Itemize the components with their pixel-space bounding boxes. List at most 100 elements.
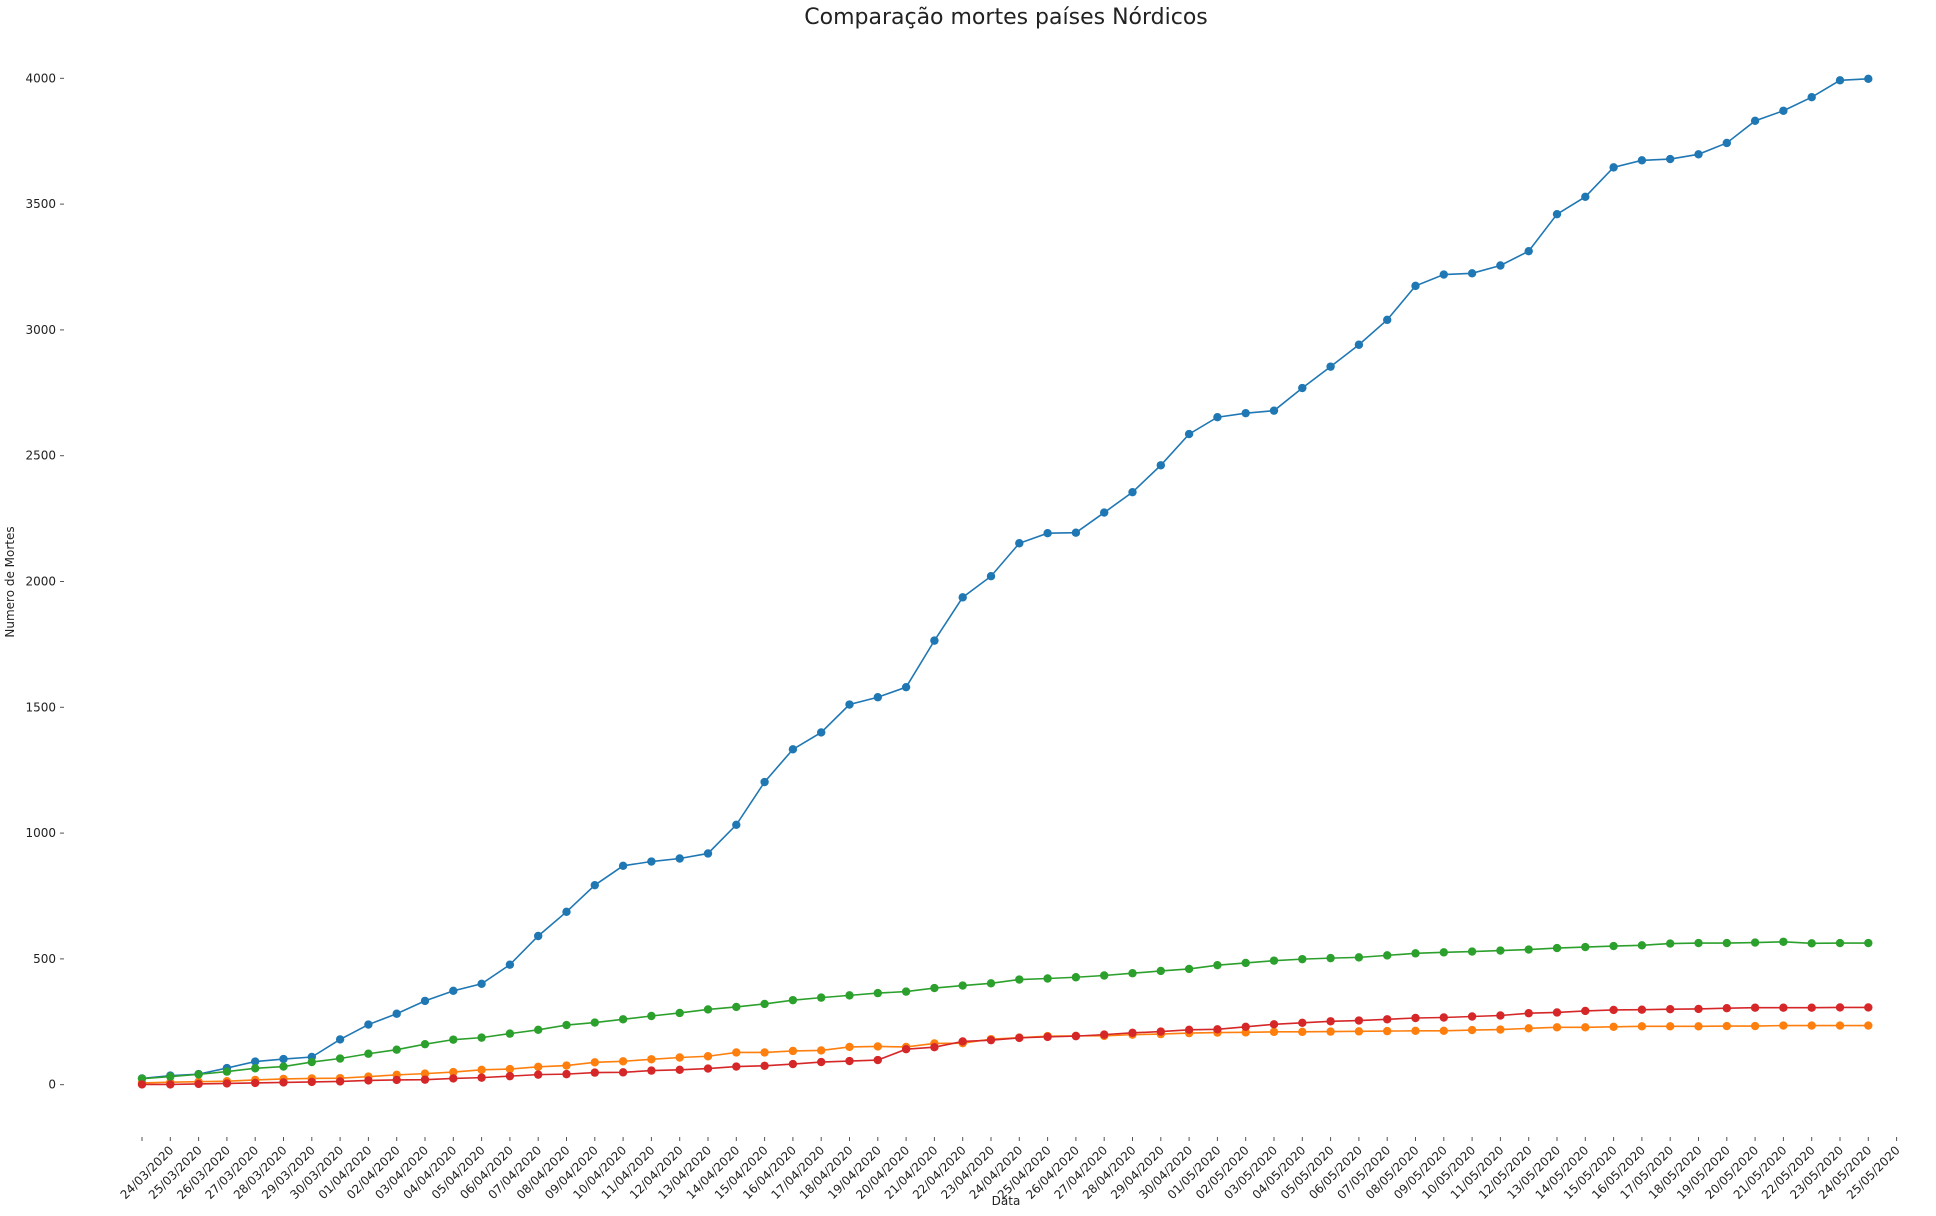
data-point: [534, 931, 543, 941]
data-point: [1439, 1026, 1449, 1036]
data-point: [901, 682, 911, 692]
data-point: [137, 1080, 147, 1089]
data-point: [1383, 1015, 1392, 1024]
data-point: [930, 636, 939, 645]
data-point: [1071, 1031, 1081, 1041]
data-point: [420, 996, 430, 1006]
data-point: [873, 1042, 882, 1051]
data-point: [1496, 946, 1505, 955]
data-point: [420, 1069, 430, 1078]
data-point: [1241, 1022, 1250, 1032]
data-point: [534, 1025, 543, 1035]
data-point: [1156, 1027, 1166, 1036]
data-point: [873, 988, 882, 998]
data-point: [166, 1080, 175, 1089]
data-point: [788, 1046, 798, 1056]
data-point: [534, 1062, 543, 1072]
data-point: [1835, 76, 1845, 85]
y-tick-label: 3500: [25, 197, 56, 211]
data-point: [647, 1011, 656, 1021]
data-point: [1298, 383, 1307, 393]
data-point: [1213, 413, 1222, 422]
data-point: [1609, 941, 1618, 951]
data-point: [1666, 939, 1675, 948]
data-point: [505, 1029, 515, 1038]
y-tick-label: 0: [48, 1078, 56, 1092]
data-point: [1383, 951, 1392, 960]
data-point: [335, 1077, 345, 1086]
data-point: [1015, 539, 1024, 548]
data-point: [1864, 74, 1873, 84]
data-point: [562, 1061, 571, 1070]
data-point: [1354, 340, 1364, 349]
data-point: [251, 1078, 260, 1088]
y-tick-label: 2000: [25, 575, 56, 589]
data-point: [1779, 1003, 1788, 1012]
data-point: [1213, 960, 1222, 970]
data-point: [647, 1055, 656, 1064]
data-point: [1864, 1021, 1873, 1030]
data-point: [1184, 964, 1194, 974]
data-point: [618, 1015, 628, 1024]
y-tick-label: 3000: [25, 323, 56, 337]
data-point: [1496, 1011, 1505, 1020]
data-point: [1637, 941, 1647, 950]
data-point: [1581, 1006, 1590, 1016]
data-point: [590, 1018, 599, 1027]
data-point: [1383, 315, 1392, 325]
data-point: [930, 1042, 939, 1052]
data-point: [732, 1002, 741, 1012]
data-point: [477, 1065, 486, 1075]
data-point: [335, 1054, 345, 1063]
data-point: [1637, 1005, 1647, 1014]
data-point: [1666, 154, 1675, 164]
data-point: [1864, 938, 1873, 948]
data-point: [958, 981, 967, 990]
data-point: [1439, 1013, 1449, 1022]
data-point: [1694, 1004, 1703, 1014]
data-point: [166, 1072, 175, 1081]
data-point: [817, 993, 826, 1002]
data-point: [1156, 966, 1166, 976]
data-point: [618, 1068, 628, 1077]
data-point: [449, 1067, 458, 1077]
data-point: [817, 1046, 826, 1055]
data-point: [477, 979, 486, 988]
data-point: [1722, 138, 1732, 148]
data-point: [194, 1079, 203, 1089]
data-point: [1581, 942, 1590, 952]
data-point: [364, 1020, 373, 1029]
data-point: [364, 1049, 373, 1058]
data-point: [1694, 1022, 1703, 1031]
data-point: [1326, 362, 1335, 371]
data-point: [647, 1066, 656, 1075]
data-point: [562, 907, 571, 917]
data-point: [1666, 1005, 1675, 1014]
data-point: [534, 1070, 543, 1079]
data-point: [1524, 1009, 1533, 1018]
data-point: [1298, 1018, 1307, 1027]
data-point: [590, 880, 599, 890]
data-point: [1496, 261, 1505, 270]
data-point: [251, 1064, 260, 1073]
data-point: [618, 1057, 628, 1066]
data-point: [1354, 1027, 1364, 1036]
data-point: [1496, 1025, 1505, 1034]
data-point: [1269, 1027, 1279, 1037]
data-point: [1467, 1025, 1477, 1035]
data-point: [1043, 974, 1052, 983]
data-point: [1298, 1027, 1307, 1037]
data-point: [222, 1067, 232, 1076]
data-point: [675, 1008, 684, 1018]
data-point: [1779, 1021, 1788, 1030]
data-point: [1552, 1023, 1562, 1032]
data-point: [420, 1075, 430, 1084]
data-point: [732, 1062, 741, 1071]
series-line: [142, 1006, 1869, 1086]
data-point: [845, 1042, 854, 1052]
data-point: [222, 1079, 232, 1088]
data-point: [1411, 1013, 1420, 1023]
data-point: [1750, 938, 1760, 947]
data-point: [1552, 943, 1562, 953]
